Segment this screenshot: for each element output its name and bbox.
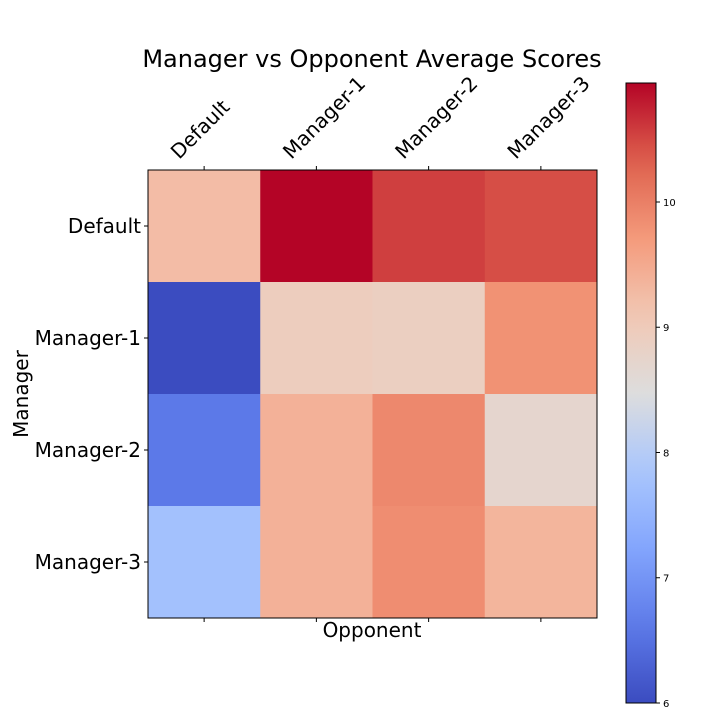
heatmap-cell-2-1 <box>260 394 373 507</box>
y-tick-label: Default <box>68 214 141 238</box>
colorbar-tick-label: 6 <box>663 699 669 710</box>
x-tick-label: Manager-1 <box>278 71 370 163</box>
heatmap-cell-3-2 <box>372 506 486 619</box>
y-tick-label: Manager-1 <box>35 326 141 350</box>
colorbar-tick-label: 7 <box>663 574 669 585</box>
heatmap-cell-0-0 <box>148 170 261 283</box>
heatmap-cell-3-0 <box>148 506 261 619</box>
colorbar-tick-label: 8 <box>663 448 669 459</box>
x-tick-label: Manager-2 <box>390 71 482 163</box>
plot-frame <box>147 169 598 619</box>
colorbar-tick-label: 9 <box>663 323 669 334</box>
y-tick-label: Manager-3 <box>35 550 141 574</box>
heatmap-cell-0-2 <box>372 170 486 283</box>
colorbar: 6 7 8 9 10 <box>625 82 676 710</box>
heatmap-cell-1-3 <box>484 282 598 395</box>
y-axis-label: Manager <box>9 349 33 437</box>
chart-title: Manager vs Opponent Average Scores <box>142 45 601 73</box>
heatmap-cells <box>148 170 598 619</box>
heatmap-cell-1-1 <box>260 282 373 395</box>
heatmap-cell-2-2 <box>372 394 486 507</box>
y-axis-ticks: Default Manager-1 Manager-2 Manager-3 <box>35 214 148 574</box>
heatmap-cell-0-3 <box>484 170 598 283</box>
heatmap-cell-3-3 <box>484 506 598 619</box>
y-tick-label: Manager-2 <box>35 438 141 462</box>
heatmap-cell-3-1 <box>260 506 373 619</box>
colorbar-tick-label: 10 <box>663 198 676 209</box>
x-axis-label: Opponent <box>323 618 422 642</box>
x-tick-label: Manager-3 <box>502 71 594 163</box>
heatmap-cell-1-0 <box>148 282 261 395</box>
heatmap-cell-2-0 <box>148 394 261 507</box>
heatmap-cell-0-1 <box>260 170 373 283</box>
colorbar-gradient <box>625 82 657 704</box>
heatmap-cell-1-2 <box>372 282 486 395</box>
x-tick-label: Default <box>166 95 235 164</box>
heatmap-cell-2-3 <box>484 394 598 507</box>
